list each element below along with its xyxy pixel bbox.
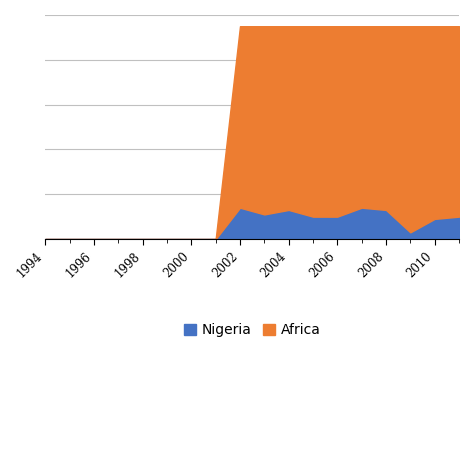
Legend: Nigeria, Africa: Nigeria, Africa — [178, 318, 326, 343]
